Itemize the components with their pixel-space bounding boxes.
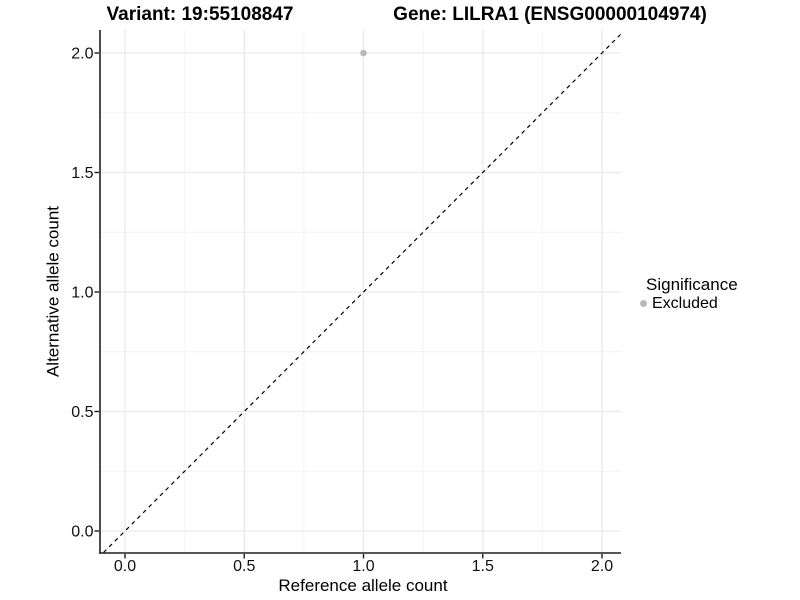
legend-item-label: Excluded <box>652 295 718 312</box>
y-tick-label: 0.0 <box>71 524 93 541</box>
legend: Significance Excluded <box>635 275 738 312</box>
identity-line <box>103 33 622 553</box>
data-point <box>360 49 367 57</box>
legend-item-excluded: Excluded <box>635 295 738 312</box>
x-tick-label: 0.5 <box>233 558 255 575</box>
x-tick-label: 0.0 <box>114 558 136 575</box>
y-axis-label: Alternative allele count <box>43 205 63 378</box>
y-tick-label: 1.0 <box>71 285 93 302</box>
legend-title: Significance <box>646 275 738 294</box>
x-tick-label: 1.5 <box>472 558 494 575</box>
legend-circle-icon <box>640 300 647 307</box>
y-tick-label: 1.5 <box>71 165 93 182</box>
x-tick-label: 2.0 <box>591 558 613 575</box>
x-tick-label: 1.0 <box>352 558 374 575</box>
gene-title: Gene: LILRA1 (ENSG00000104974) <box>393 4 707 25</box>
variant-title: Variant: 19:55108847 <box>106 4 294 25</box>
x-axis-label: Reference allele count <box>278 576 448 595</box>
y-tick-label: 2.0 <box>71 46 93 63</box>
y-tick-label: 0.5 <box>71 404 93 421</box>
